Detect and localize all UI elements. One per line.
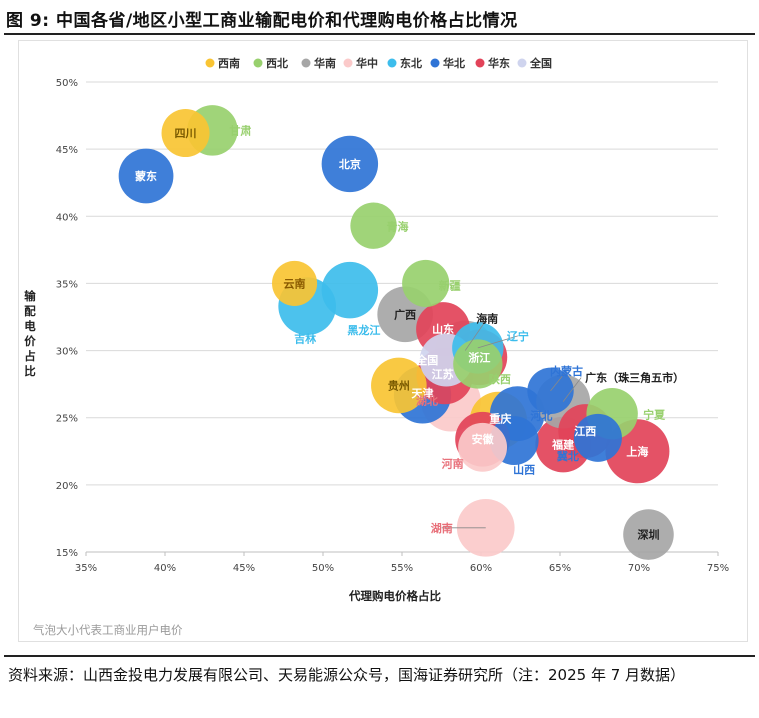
bubble [350, 202, 397, 249]
bubble-label: 蒙东 [135, 169, 157, 183]
legend-marker [253, 58, 263, 68]
legend-label: 华北 [443, 56, 465, 70]
legend-marker [430, 58, 440, 68]
bubble-label: 黑龙江 [347, 323, 380, 337]
legend-label: 西南 [218, 56, 240, 70]
bubble [321, 135, 379, 193]
bubble-label: 山西 [513, 463, 535, 477]
bubble-label: 深圳 [637, 528, 659, 542]
bubble-label: 海南 [476, 312, 498, 326]
bubble-label: 江西 [574, 424, 596, 438]
legend-label: 西北 [266, 56, 288, 70]
bubble-label: 河北 [530, 409, 552, 423]
x-tick-label: 65% [549, 563, 571, 574]
chart-note: 气泡大小代表工商业用户电价 [33, 623, 183, 637]
bubble-label: 江苏 [432, 367, 454, 381]
bubble-label: 云南 [284, 276, 306, 290]
x-tick-label: 55% [391, 563, 413, 574]
y-tick-label: 50% [56, 78, 78, 89]
bubble [118, 148, 174, 204]
label-leader-line [562, 377, 582, 402]
bubble [458, 422, 508, 472]
bubble-label: 福建 [551, 438, 575, 452]
y-tick-label: 40% [56, 212, 78, 223]
y-tick-label: 20% [56, 481, 78, 492]
legend-label: 华南 [314, 56, 336, 70]
label-leader-line [477, 335, 518, 349]
bubble-label: 吉林 [294, 331, 316, 345]
bubble-label: 四川 [175, 127, 197, 140]
bubble-label: 甘肃 [229, 123, 251, 137]
bubble-label: 内蒙古 [550, 364, 583, 378]
label-leader-line [550, 370, 567, 392]
bubble-label: 天津 [412, 386, 434, 400]
legend-marker [301, 58, 311, 68]
legend-label: 东北 [400, 56, 422, 70]
y-tick-label: 45% [56, 145, 78, 156]
bubble-label: 北京 [339, 157, 361, 171]
y-tick-label: 30% [56, 347, 78, 358]
bubble-label: 广东（珠三角五市） [585, 371, 684, 385]
bubble [161, 109, 210, 158]
legend-marker [387, 58, 397, 68]
legend: 西南 西北 华南 华中 东北 华北 华东 全国 [205, 56, 552, 70]
bubble-label: 陕西 [489, 372, 511, 386]
bubble [453, 339, 503, 389]
legend-marker [205, 58, 215, 68]
figure-title: 图 9: 中国各省/地区小型工商业输配电价和代理购电价格占比情况 [6, 11, 518, 31]
y-tick-label: 15% [56, 548, 78, 559]
bubble [272, 260, 318, 306]
axes: 代理购电价格占比 15% 20% 25% 30% 35% 40% 45% 50% 35% 40% 4… [24, 78, 729, 603]
source-rule [4, 655, 755, 657]
legend-marker [475, 58, 485, 68]
bubble-label: 宁夏 [643, 408, 666, 422]
legend-label: 全国 [529, 56, 552, 70]
legend-marker [517, 58, 527, 68]
x-tick-label: 35% [75, 563, 97, 574]
x-tick-label: 75% [707, 563, 729, 574]
bubble [402, 259, 450, 308]
bubble-label: 全国 [415, 353, 438, 367]
bubble [527, 367, 574, 415]
bubble-label: 山东 [432, 322, 454, 336]
source-note: 资料来源：山西金投电力发展有限公司、天易能源公众号，国海证券研究所（注：2025… [8, 666, 686, 684]
bubble-label: 冀北 [557, 449, 579, 463]
bubble [573, 413, 622, 462]
title-rule [4, 33, 755, 35]
bubble-label: 重庆 [489, 411, 511, 425]
bubble-label: 广西 [394, 307, 416, 321]
bubbles [118, 105, 674, 560]
bubble-label: 湖北 [416, 394, 438, 408]
bubble [623, 509, 674, 560]
x-tick-label: 40% [154, 563, 176, 574]
bubble-label: 上海 [626, 444, 648, 458]
y-tick-label: 25% [56, 414, 78, 425]
bubble-label: 贵州 [388, 378, 410, 392]
x-tick-label: 50% [312, 563, 334, 574]
label-leader-line [464, 318, 488, 351]
legend-label: 华中 [356, 56, 378, 70]
chart-frame [18, 40, 748, 642]
bubble-label: 湖南 [431, 521, 453, 535]
bubble-label: 新疆 [439, 278, 461, 292]
bubble [321, 261, 379, 319]
legend-marker [343, 58, 353, 68]
legend-label: 华东 [488, 56, 510, 70]
bubble-label: 浙江 [468, 350, 490, 364]
x-tick-label: 60% [470, 563, 492, 574]
x-tick-label: 70% [628, 563, 650, 574]
x-axis-label: 代理购电价格占比 [348, 589, 441, 603]
bubble-label: 青海 [387, 220, 409, 234]
bubble-label: 河南 [442, 456, 464, 470]
x-tick-label: 45% [233, 563, 255, 574]
bubble-label: 辽宁 [507, 329, 529, 343]
bubble-label: 安徽 [472, 432, 495, 446]
bubble [371, 357, 427, 414]
y-axis-label: 输配电价占比 [24, 289, 36, 378]
y-tick-label: 35% [56, 279, 78, 290]
